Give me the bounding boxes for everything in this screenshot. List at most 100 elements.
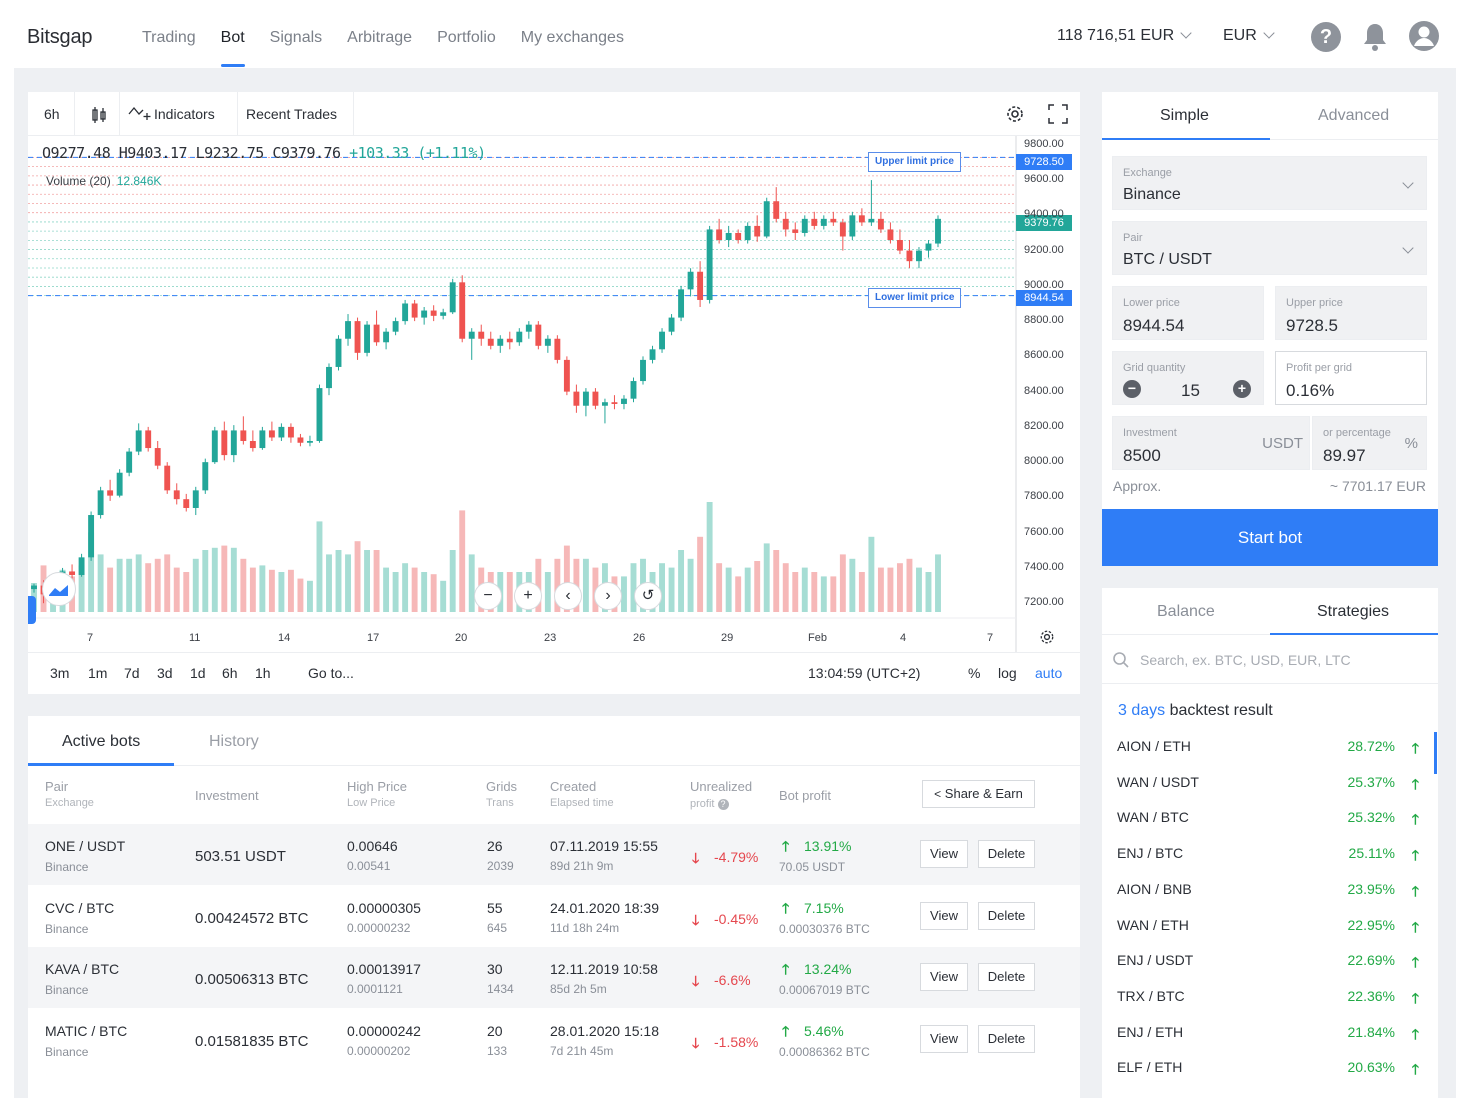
bot-row[interactable]: ONE / USDT Binance 503.51 USDT 0.00646 0.005…: [28, 824, 1080, 885]
tab-active-bots[interactable]: Active bots: [62, 733, 141, 750]
strategy-row[interactable]: WAN / USDT 25.37% 🡑: [1117, 774, 1423, 798]
price-chart[interactable]: [28, 136, 1080, 652]
scrollbar[interactable]: [1434, 732, 1437, 774]
zoom-in-icon[interactable]: +: [514, 582, 542, 610]
currency-dropdown[interactable]: EUR: [1223, 27, 1275, 45]
strategy-percent: 25.11%: [1348, 845, 1395, 862]
lower-limit-label[interactable]: Lower limit price: [868, 288, 962, 308]
upper-limit-label[interactable]: Upper limit price: [868, 152, 961, 172]
view-button[interactable]: View: [920, 840, 968, 868]
nav-signals[interactable]: Signals: [269, 29, 323, 46]
exchange-select[interactable]: Exchange Binance: [1112, 156, 1427, 210]
help-icon[interactable]: ?: [1311, 22, 1341, 52]
delete-button[interactable]: Delete: [978, 963, 1035, 991]
nav-my-exchanges[interactable]: My exchanges: [520, 29, 624, 46]
tab-simple[interactable]: Simple: [1160, 107, 1209, 124]
reset-icon[interactable]: ↺: [634, 582, 662, 610]
fullscreen-icon[interactable]: [1048, 104, 1068, 129]
balance-dropdown[interactable]: 118 716,51 EUR: [1057, 27, 1192, 45]
backtest-days-dropdown[interactable]: 3 days: [1118, 702, 1166, 719]
axis-settings-gear-icon[interactable]: [1038, 628, 1056, 651]
chart-mode-icon[interactable]: [42, 572, 76, 606]
tab-strategies[interactable]: Strategies: [1317, 603, 1390, 620]
minus-icon[interactable]: −: [1123, 380, 1141, 398]
candle-type-icon[interactable]: [78, 92, 120, 136]
lower-price-field[interactable]: Lower price 8944.54: [1112, 286, 1264, 340]
volume-bar: [811, 572, 818, 612]
chart-toolbar: 6h Indicators Recent Trades: [28, 92, 1080, 136]
candle-body: [326, 366, 332, 389]
info-icon[interactable]: ?: [717, 799, 729, 810]
recent-trades-button[interactable]: Recent Trades: [238, 92, 354, 136]
delete-button[interactable]: Delete: [978, 840, 1035, 868]
arrow-up-icon: 🡑: [782, 1022, 790, 1039]
strategy-pair: WAN / BTC: [1117, 809, 1189, 826]
strategy-row[interactable]: ENJ / USDT 22.69% 🡑: [1117, 952, 1423, 976]
strategy-row[interactable]: ENJ / BTC 25.11% 🡑: [1117, 845, 1423, 869]
scale-percent[interactable]: %: [968, 665, 981, 681]
nav-arbitrage[interactable]: Arbitrage: [347, 29, 413, 46]
nav-portfolio[interactable]: Portfolio: [437, 29, 496, 46]
timeframe-3m[interactable]: 3m: [50, 665, 70, 681]
volume-bar: [126, 558, 133, 612]
strategy-row[interactable]: WAN / BTC 25.32% 🡑: [1117, 809, 1423, 833]
view-button[interactable]: View: [920, 901, 968, 930]
timeframe-1h[interactable]: 1h: [255, 665, 271, 681]
indicators-button[interactable]: Indicators: [120, 92, 238, 136]
volume-bar: [211, 547, 218, 612]
tab-advanced[interactable]: Advanced: [1318, 107, 1390, 124]
strategy-row[interactable]: AION / ETH 28.72% 🡑: [1117, 738, 1423, 762]
delete-button[interactable]: Delete: [978, 901, 1035, 930]
strategy-row[interactable]: WAN / ETH 22.95% 🡑: [1117, 917, 1423, 941]
backtest-label: backtest result: [1169, 702, 1273, 719]
nav-bot[interactable]: Bot: [220, 29, 245, 67]
volume-bar: [183, 572, 190, 612]
upper-price-field[interactable]: Upper price 9728.5: [1275, 286, 1427, 340]
zoom-out-icon[interactable]: −: [474, 582, 502, 610]
scale-auto[interactable]: auto: [1035, 665, 1063, 681]
strategy-row[interactable]: ELF / ETH 20.63% 🡑: [1117, 1059, 1423, 1083]
side-drawer-handle[interactable]: [28, 596, 36, 624]
share-earn-button[interactable]: < Share & Earn: [922, 780, 1035, 808]
strategy-row[interactable]: ENJ / ETH 21.84% 🡑: [1117, 1024, 1423, 1048]
plus-icon[interactable]: +: [1233, 380, 1251, 398]
percentage-field[interactable]: or percentage 89.97 %: [1312, 416, 1427, 470]
user-avatar-icon[interactable]: [1408, 20, 1440, 52]
grid-quantity-stepper[interactable]: Grid quantity − 15 +: [1112, 351, 1264, 405]
bot-row[interactable]: CVC / BTC Binance 0.00424572 BTC 0.00000305…: [28, 886, 1080, 947]
strategy-row[interactable]: TRX / BTC 22.36% 🡑: [1117, 988, 1423, 1012]
gear-icon[interactable]: [1004, 103, 1026, 130]
delete-button[interactable]: Delete: [978, 1024, 1035, 1053]
logo[interactable]: Bitsgap: [27, 26, 93, 48]
profit-per-grid-field[interactable]: Profit per grid 0.16%: [1275, 351, 1427, 405]
tab-balance[interactable]: Balance: [1157, 603, 1215, 620]
bot-row[interactable]: KAVA / BTC Binance 0.00506313 BTC 0.0001391…: [28, 947, 1080, 1008]
timeframe-6h[interactable]: 6h: [222, 665, 238, 681]
bot-trans: 1434: [487, 982, 514, 996]
timeframe-7d[interactable]: 7d: [124, 665, 140, 681]
pair-select[interactable]: Pair BTC / USDT: [1112, 221, 1427, 275]
interval-button[interactable]: 6h: [36, 92, 75, 136]
timeframe-3d[interactable]: 3d: [157, 665, 173, 681]
nav-trading[interactable]: Trading: [142, 29, 196, 46]
volume-bar: [925, 572, 932, 612]
goto-button[interactable]: Go to...: [308, 665, 354, 681]
strategy-row[interactable]: AION / BNB 23.95% 🡑: [1117, 881, 1423, 905]
scroll-left-icon[interactable]: ‹: [554, 582, 582, 610]
bell-icon[interactable]: [1362, 22, 1388, 52]
volume-bar: [354, 541, 361, 612]
view-button[interactable]: View: [920, 1024, 968, 1053]
investment-field[interactable]: Investment 8500 USDT: [1112, 416, 1310, 470]
candle-body: [268, 430, 275, 438]
tab-history[interactable]: History: [209, 733, 259, 750]
timeframe-1m[interactable]: 1m: [88, 665, 108, 681]
view-button[interactable]: View: [920, 963, 968, 991]
bot-row[interactable]: MATIC / BTC Binance 0.01581835 BTC 0.000002…: [28, 1009, 1080, 1070]
scroll-right-icon[interactable]: ›: [594, 582, 622, 610]
search-input[interactable]: Search, ex. BTC, USD, EUR, LTC: [1140, 652, 1351, 668]
candle-body: [630, 381, 637, 399]
start-bot-button[interactable]: Start bot: [1102, 509, 1438, 566]
scale-log[interactable]: log: [998, 665, 1017, 681]
strategy-search[interactable]: Search, ex. BTC, USD, EUR, LTC: [1102, 636, 1438, 684]
timeframe-1d[interactable]: 1d: [190, 665, 206, 681]
